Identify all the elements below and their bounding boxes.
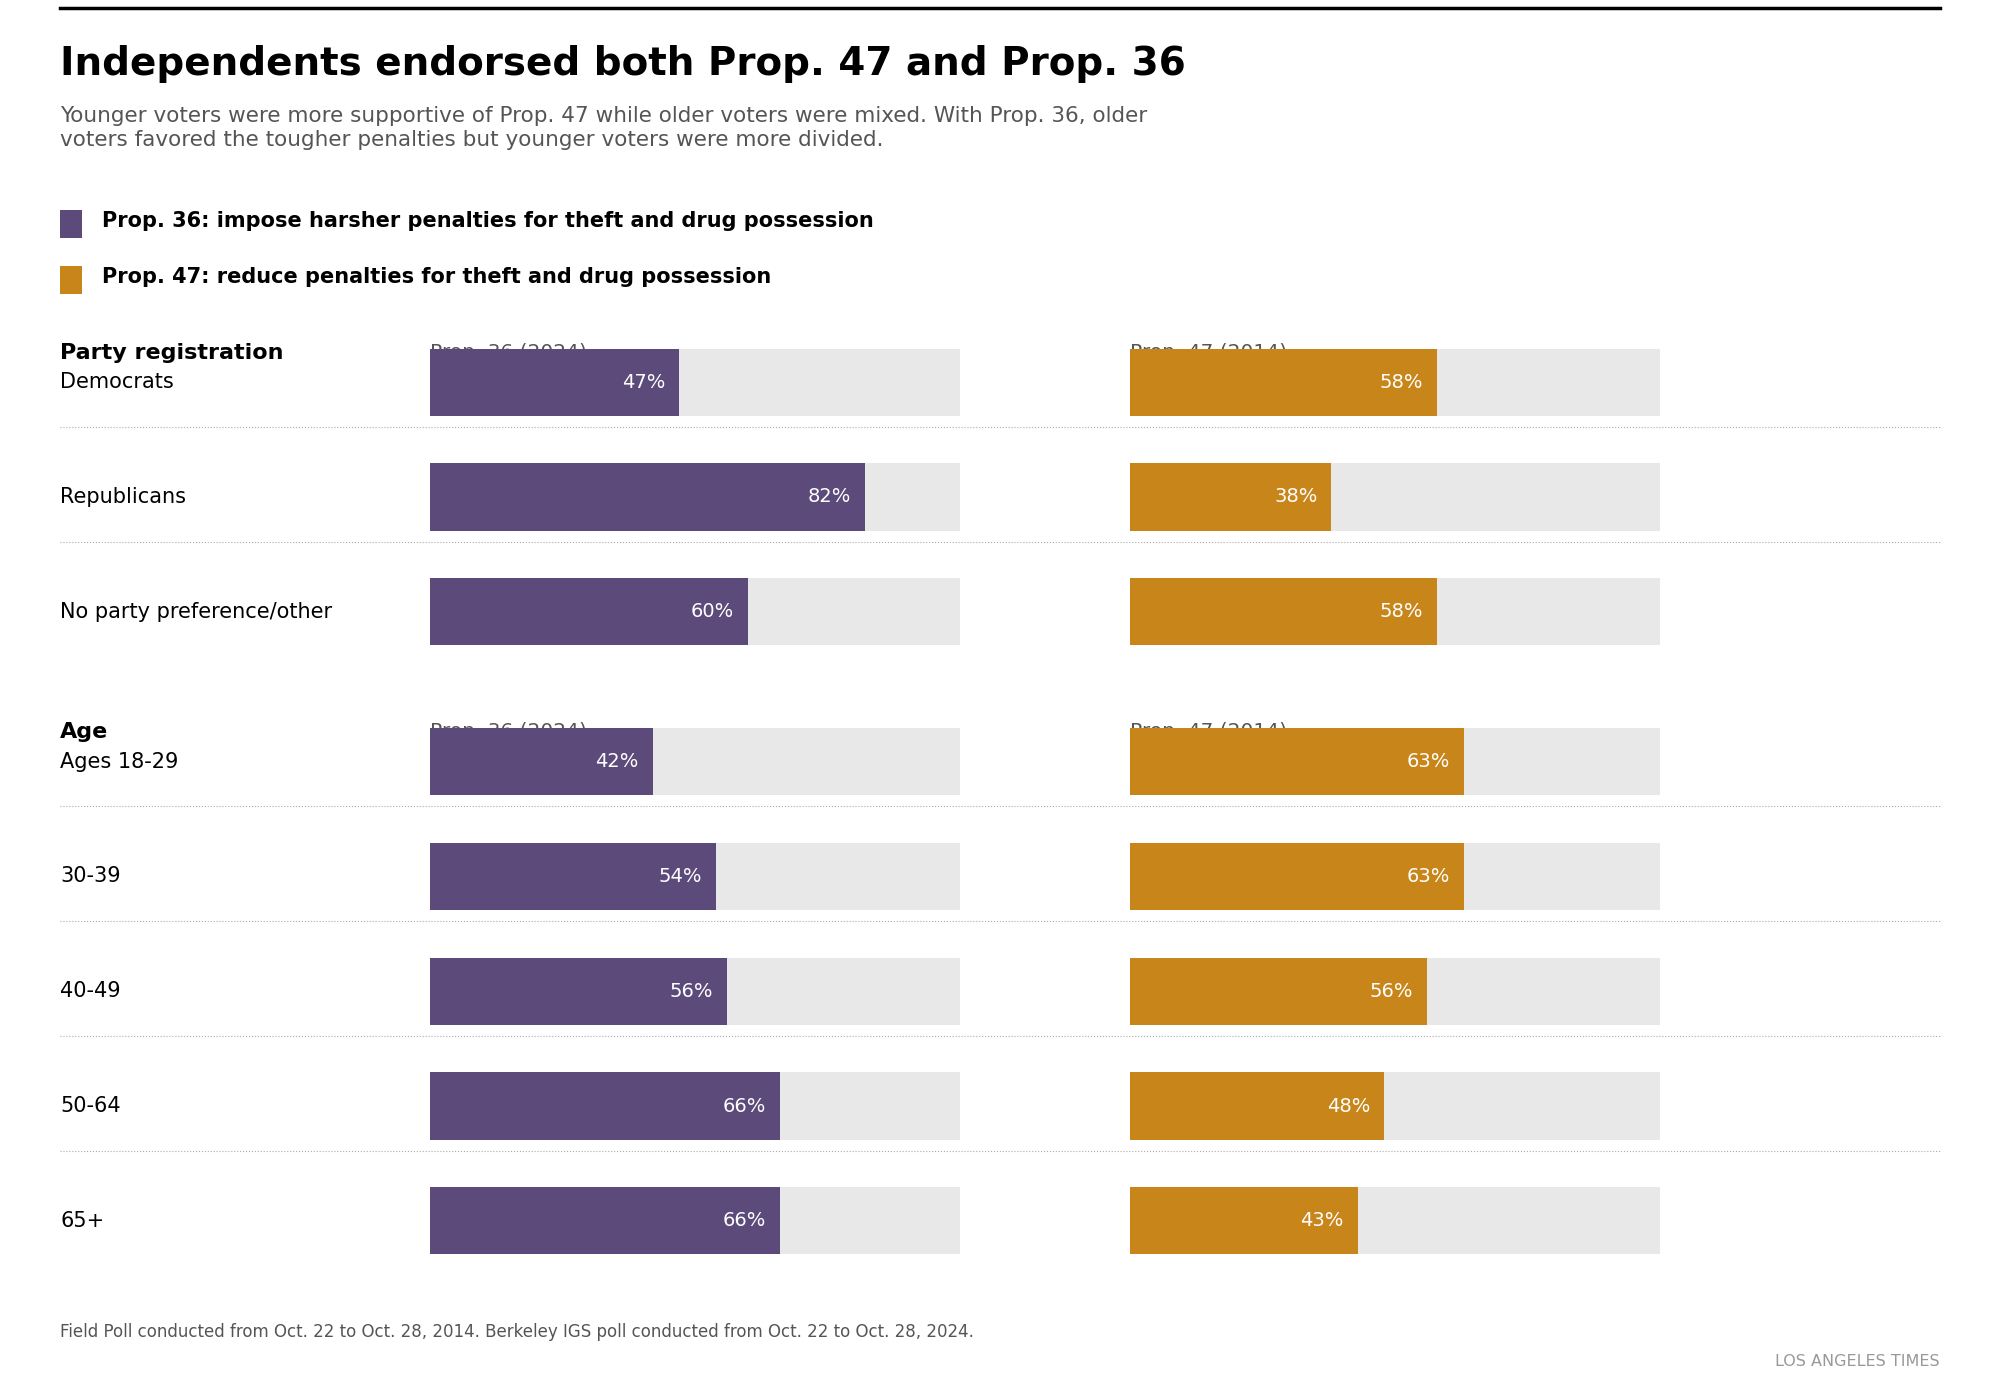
Text: 65+: 65+	[60, 1211, 104, 1231]
Text: 43%: 43%	[1300, 1211, 1344, 1231]
Text: Ages 18-29: Ages 18-29	[60, 752, 178, 771]
Text: 40-49: 40-49	[60, 981, 120, 1001]
Bar	[60, 266, 82, 294]
Bar	[430, 578, 748, 645]
Text: 30-39: 30-39	[60, 867, 120, 886]
Bar	[1130, 1187, 1660, 1254]
Text: Prop. 47 (2014): Prop. 47 (2014)	[1130, 722, 1288, 742]
Bar	[430, 958, 960, 1025]
Text: Prop. 47 (2014): Prop. 47 (2014)	[1130, 343, 1288, 363]
Text: 38%: 38%	[1274, 487, 1318, 507]
Bar	[430, 728, 652, 795]
Text: 42%: 42%	[596, 752, 638, 771]
Text: Age: Age	[60, 722, 108, 742]
Bar	[430, 1072, 780, 1140]
Text: 63%: 63%	[1406, 867, 1450, 886]
Bar	[430, 843, 716, 910]
Bar	[1130, 843, 1660, 910]
Bar	[1130, 463, 1332, 531]
Text: Prop. 36 (2024): Prop. 36 (2024)	[430, 343, 586, 363]
Bar	[430, 349, 960, 416]
Bar	[1130, 349, 1438, 416]
Text: Prop. 47: reduce penalties for theft and drug possession: Prop. 47: reduce penalties for theft and…	[102, 267, 772, 287]
Bar	[1130, 728, 1464, 795]
Text: Field Poll conducted from Oct. 22 to Oct. 28, 2014. Berkeley IGS poll conducted : Field Poll conducted from Oct. 22 to Oct…	[60, 1323, 974, 1341]
Text: 58%: 58%	[1380, 372, 1424, 392]
Bar	[1130, 578, 1660, 645]
Bar	[430, 958, 726, 1025]
Text: 60%: 60%	[690, 602, 734, 622]
Text: 50-64: 50-64	[60, 1096, 120, 1116]
Text: 56%: 56%	[1370, 981, 1412, 1001]
Bar	[1130, 728, 1660, 795]
Bar	[1130, 1072, 1660, 1140]
Bar	[430, 349, 680, 416]
Bar	[430, 463, 960, 531]
Text: Independents endorsed both Prop. 47 and Prop. 36: Independents endorsed both Prop. 47 and …	[60, 45, 1186, 83]
Text: Younger voters were more supportive of Prop. 47 while older voters were mixed. W: Younger voters were more supportive of P…	[60, 106, 1148, 150]
Text: Republicans: Republicans	[60, 487, 186, 507]
Bar	[1130, 463, 1660, 531]
Text: Party registration: Party registration	[60, 343, 284, 363]
Bar	[1130, 1187, 1358, 1254]
Text: 48%: 48%	[1328, 1096, 1370, 1116]
Text: 66%: 66%	[722, 1096, 766, 1116]
Bar	[430, 1187, 780, 1254]
Bar	[1130, 843, 1464, 910]
Bar	[1130, 578, 1438, 645]
Text: 63%: 63%	[1406, 752, 1450, 771]
Bar	[430, 1187, 960, 1254]
Bar	[430, 843, 960, 910]
Text: 82%: 82%	[808, 487, 850, 507]
Text: 56%: 56%	[670, 981, 712, 1001]
Text: 54%: 54%	[658, 867, 702, 886]
Bar	[430, 728, 960, 795]
Text: 47%: 47%	[622, 372, 666, 392]
Text: Prop. 36: impose harsher penalties for theft and drug possession: Prop. 36: impose harsher penalties for t…	[102, 211, 874, 231]
Text: Prop. 36 (2024): Prop. 36 (2024)	[430, 722, 586, 742]
Bar	[1130, 1072, 1384, 1140]
Text: No party preference/other: No party preference/other	[60, 602, 332, 622]
Bar	[60, 210, 82, 238]
Bar	[430, 578, 960, 645]
Bar	[430, 463, 864, 531]
Bar	[1130, 958, 1660, 1025]
Text: 58%: 58%	[1380, 602, 1424, 622]
Bar	[1130, 349, 1660, 416]
Bar	[1130, 958, 1426, 1025]
Bar	[430, 1072, 960, 1140]
Text: Democrats: Democrats	[60, 372, 174, 392]
Text: 66%: 66%	[722, 1211, 766, 1231]
Text: LOS ANGELES TIMES: LOS ANGELES TIMES	[1776, 1354, 1940, 1369]
